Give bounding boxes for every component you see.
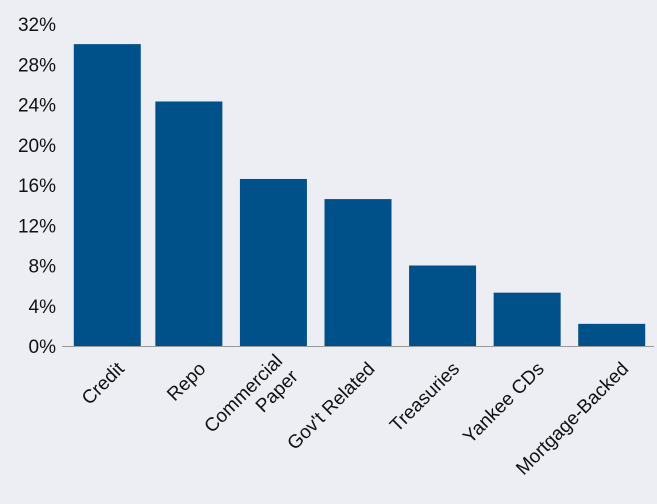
bar [578,323,646,346]
bar [73,44,141,347]
y-axis-tick-labels: 0% 4% 8% 12% 16% 20% 24% 28% 32% [18,15,56,358]
y-tick-label: 4% [29,297,57,318]
bar [493,292,561,346]
y-tick-label: 28% [18,55,56,76]
y-tick-label: 24% [18,96,56,117]
bar [155,101,223,346]
y-tick-label: 32% [18,15,56,36]
y-tick-label: 20% [18,136,56,157]
y-tick-label: 8% [29,257,57,278]
y-tick-label: 16% [18,176,56,197]
y-tick-label: 12% [18,216,56,237]
bar [324,199,392,346]
y-tick-label: 0% [29,337,57,358]
bar [409,265,477,346]
bar [239,178,307,346]
bars [73,44,646,347]
